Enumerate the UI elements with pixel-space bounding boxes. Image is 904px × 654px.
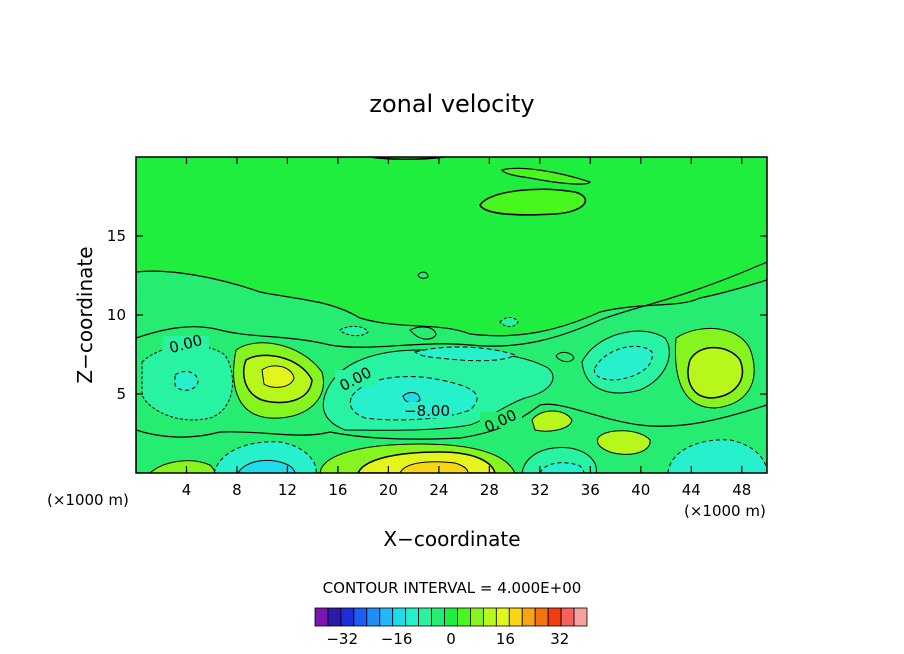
- x-tick-label: 20: [379, 481, 398, 499]
- colorbar-swatch: [547, 607, 562, 627]
- colorbar-tick-label: −16: [381, 630, 413, 648]
- contour-field: 0.00 0.00 −8.00 0.00: [136, 157, 767, 473]
- colorbar: [314, 607, 588, 627]
- colorbar-tick-label: 16: [496, 630, 515, 648]
- colorbar-swatch: [340, 607, 355, 627]
- y-tick-label: 10: [107, 306, 126, 324]
- colorbar-swatch: [379, 607, 394, 627]
- x-axis-label: X−coordinate: [383, 527, 520, 551]
- colorbar-swatch: [457, 607, 471, 627]
- colorbar-swatch: [405, 607, 420, 627]
- x-axis-ticks: 4 8 12 16 20 24 28 32 36 40 44 48: [182, 157, 751, 499]
- contour-line-zero-lower: [136, 403, 767, 440]
- region-left-negative-core: [174, 371, 199, 391]
- colorbar-tick-label: 0: [446, 630, 456, 648]
- colorbar-swatch: [444, 607, 458, 627]
- x-tick-label: 36: [581, 481, 600, 499]
- colorbar-tick-label: −32: [326, 630, 358, 648]
- x-tick-label: 16: [328, 481, 347, 499]
- x-tick-label: 48: [732, 481, 751, 499]
- chart-title: zonal velocity: [369, 90, 534, 118]
- x-unit-left: (×1000 m): [47, 491, 129, 509]
- region-bottom-negative-10: [213, 441, 317, 473]
- colorbar-swatch: [392, 607, 407, 627]
- colorbar-swatch: [431, 607, 445, 627]
- colorbar-swatch: [573, 607, 588, 627]
- colorbar-swatch: [521, 607, 536, 627]
- x-tick-label: 32: [530, 481, 549, 499]
- region-center-negative-core: [402, 392, 421, 404]
- contour-label-3: −8.00: [404, 402, 450, 420]
- region-bottom-positive-23-core: [399, 461, 469, 473]
- colorbar-swatch: [560, 607, 575, 627]
- region-bottom-positive-33-top: [531, 410, 573, 432]
- region-positive-11-core: [261, 365, 295, 388]
- colorbar-swatch: [482, 607, 497, 627]
- colorbar-swatch: [470, 607, 484, 627]
- x-tick-label: 24: [429, 481, 448, 499]
- region-bottom-negative-46: [667, 439, 767, 473]
- x-tick-label: 4: [182, 481, 192, 499]
- x-tick-label: 12: [278, 481, 297, 499]
- region-positive-38: [597, 430, 651, 455]
- colorbar-labels: −32 −16 0 16 32: [326, 630, 569, 648]
- x-unit-right: (×1000 m): [684, 502, 766, 520]
- colorbar-tick-label: 32: [550, 630, 569, 648]
- colorbar-swatch: [495, 607, 510, 627]
- region-right-negative-inner: [593, 345, 653, 381]
- y-tick-label: 5: [116, 385, 126, 403]
- colorbar-swatch: [508, 607, 523, 627]
- x-tick-label: 40: [631, 481, 650, 499]
- region-upper-positive-sliver: [500, 167, 591, 185]
- region-positive-45-inner: [687, 346, 744, 399]
- contour-line-zero-upper: [136, 261, 767, 348]
- region-center-negative-upper: [413, 346, 517, 362]
- y-tick-label: 15: [107, 227, 126, 245]
- colorbar-swatch: [327, 607, 342, 627]
- colorbar-swatch: [314, 607, 329, 627]
- colorbar-swatch: [366, 607, 381, 627]
- region-upper-positive: [479, 188, 587, 216]
- region-small-feature-5: [339, 325, 369, 337]
- colorbar-swatch: [418, 607, 432, 627]
- x-tick-label: 44: [682, 481, 701, 499]
- y-axis-ticks: 5 10 15: [107, 227, 767, 403]
- region-small-feature-2: [499, 317, 519, 327]
- colorbar-swatch: [534, 607, 549, 627]
- x-tick-label: 28: [480, 481, 499, 499]
- x-tick-label: 8: [232, 481, 242, 499]
- colorbar-swatch: [353, 607, 368, 627]
- region-small-feature-4: [555, 351, 575, 363]
- region-small-feature-3: [409, 326, 437, 340]
- region-small-feature-1: [417, 271, 429, 279]
- contour-interval: CONTOUR INTERVAL = 4.000E+00: [323, 579, 582, 597]
- y-axis-label: Z−coordinate: [73, 246, 97, 383]
